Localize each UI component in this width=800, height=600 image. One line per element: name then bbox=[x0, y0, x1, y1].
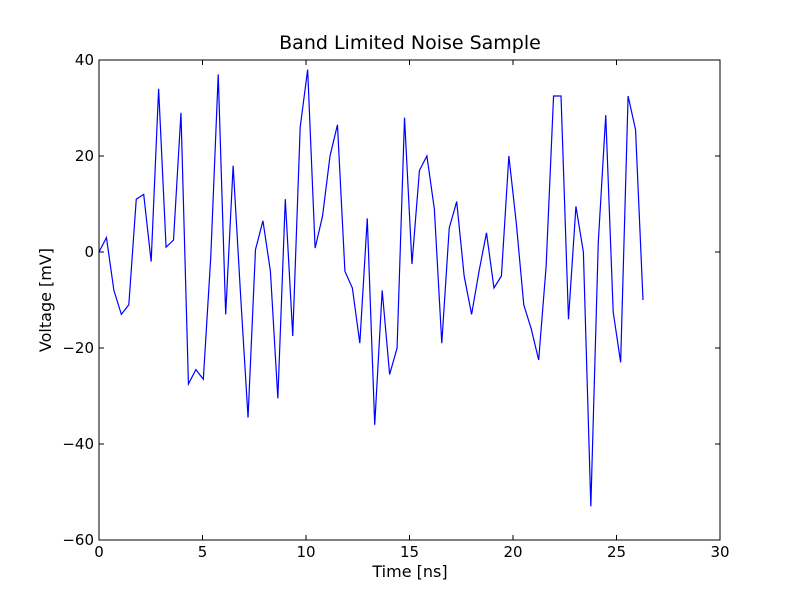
y-tick-label: 0 bbox=[84, 243, 94, 261]
chart-title: Band Limited Noise Sample bbox=[279, 32, 541, 54]
y-tick-label: −40 bbox=[62, 435, 94, 453]
x-tick-label: 30 bbox=[710, 543, 729, 561]
x-tick-label: 25 bbox=[607, 543, 626, 561]
y-tick-label: 20 bbox=[75, 147, 94, 165]
series-line-0 bbox=[98, 69, 644, 507]
y-axis-label: Voltage [mV] bbox=[36, 248, 55, 352]
y-tick-label: 40 bbox=[75, 51, 94, 69]
y-tick-label: −60 bbox=[62, 531, 94, 549]
x-tick-label: 5 bbox=[198, 543, 208, 561]
y-tick-label: −20 bbox=[62, 339, 94, 357]
x-tick-label: 10 bbox=[296, 543, 315, 561]
x-tick-label: 15 bbox=[400, 543, 419, 561]
x-tick-label: 20 bbox=[503, 543, 522, 561]
x-tick-label: 0 bbox=[94, 543, 104, 561]
x-axis-label: Time [ns] bbox=[371, 562, 447, 581]
